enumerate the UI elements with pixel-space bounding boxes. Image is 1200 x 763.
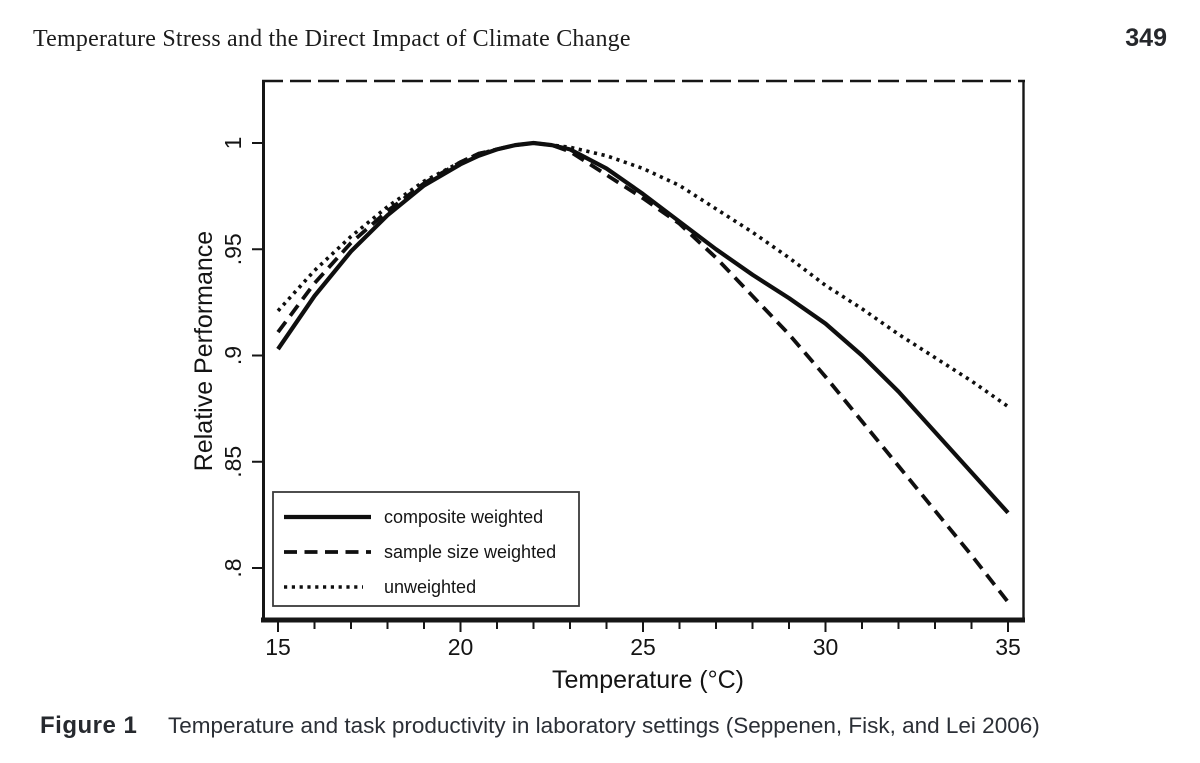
chart-legend: composite weighted sample size weighted … <box>272 491 580 607</box>
y-tick-label: 1 <box>220 137 246 150</box>
y-tick-label: .85 <box>220 446 246 478</box>
composite-weighted-line <box>276 140 1010 515</box>
figure-caption: Figure 1 Temperature and task productivit… <box>40 712 1170 740</box>
x-tick-label: 20 <box>448 634 474 660</box>
y-axis-ticks <box>252 142 263 569</box>
legend-label-sample-size-weighted: sample size weighted <box>384 542 556 562</box>
figure-caption-label: Figure 1 <box>40 712 138 739</box>
y-tick-label: .9 <box>220 346 246 365</box>
y-tick-label: .95 <box>220 233 246 265</box>
x-axis-title: Temperature (°C) <box>552 666 744 694</box>
figure-caption-text: Temperature and task productivity in lab… <box>168 713 1040 738</box>
y-axis-tick-labels: 1 .95 .9 .85 .8 <box>220 137 246 578</box>
y-axis-title: Relative Performance <box>190 231 218 471</box>
running-head-title: Temperature Stress and the Direct Impact… <box>33 26 631 52</box>
x-tick-label: 35 <box>995 634 1021 660</box>
legend-label-unweighted: unweighted <box>384 577 476 597</box>
data-curves <box>276 140 1010 604</box>
legend-label-composite-weighted: composite weighted <box>384 507 543 527</box>
x-tick-label: 25 <box>630 634 656 660</box>
unweighted-line <box>276 141 1010 408</box>
x-axis-ticks <box>277 620 1009 632</box>
x-tick-label: 15 <box>265 634 291 660</box>
x-axis-tick-labels: 15 20 25 30 35 <box>265 634 1021 660</box>
x-tick-label: 30 <box>813 634 839 660</box>
page-number: 349 <box>1125 24 1167 52</box>
y-tick-label: .8 <box>220 558 246 577</box>
running-head: Temperature Stress and the Direct Impact… <box>33 24 1167 53</box>
